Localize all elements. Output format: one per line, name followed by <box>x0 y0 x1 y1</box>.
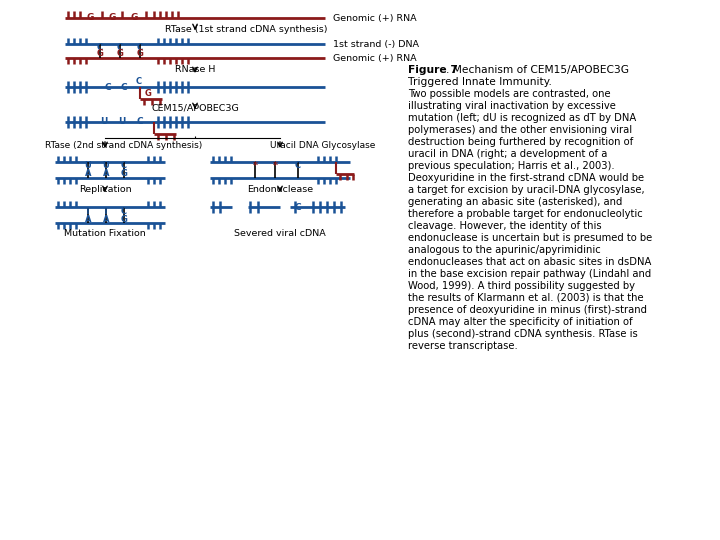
Text: U: U <box>118 118 126 126</box>
Text: RTase (1st strand cDNA synthesis): RTase (1st strand cDNA synthesis) <box>165 25 328 35</box>
Text: G: G <box>137 50 143 58</box>
Text: RNase H: RNase H <box>175 65 215 75</box>
Text: Deoxyuridine in the first-strand cDNA would be: Deoxyuridine in the first-strand cDNA wo… <box>408 173 644 183</box>
Text: G: G <box>108 12 116 22</box>
Text: previous speculation; Harris et al., 2003).: previous speculation; Harris et al., 200… <box>408 161 615 171</box>
Text: *: * <box>272 161 277 171</box>
Text: in the base excision repair pathway (Lindahl and: in the base excision repair pathway (Lin… <box>408 269 652 279</box>
Text: G: G <box>96 50 104 58</box>
Text: cDNA may alter the specificity of initiation of: cDNA may alter the specificity of initia… <box>408 317 633 327</box>
Text: Figure 7: Figure 7 <box>408 65 458 75</box>
Text: a target for excision by uracil-DNA glycosylase,: a target for excision by uracil-DNA glyc… <box>408 185 644 195</box>
Text: Severed viral cDNA: Severed viral cDNA <box>234 230 326 239</box>
Text: U: U <box>100 118 108 126</box>
Text: C: C <box>104 83 112 91</box>
Text: endonucleases that act on abasic sites in dsDNA: endonucleases that act on abasic sites i… <box>408 257 652 267</box>
Text: analogous to the apurinic/apyrimidinic: analogous to the apurinic/apyrimidinic <box>408 245 600 255</box>
Text: Replication: Replication <box>78 186 131 194</box>
Text: cleavage. However, the identity of this: cleavage. However, the identity of this <box>408 221 602 231</box>
Text: CEM15/APOBEC3G: CEM15/APOBEC3G <box>151 104 239 112</box>
Text: U: U <box>85 161 91 171</box>
Text: Uracil DNA Glycosylase: Uracil DNA Glycosylase <box>270 140 375 150</box>
Text: A: A <box>85 170 91 179</box>
Text: G: G <box>120 170 127 179</box>
Text: C: C <box>137 118 143 126</box>
Text: C: C <box>121 206 127 215</box>
Text: T: T <box>103 206 109 215</box>
Text: A: A <box>103 170 109 179</box>
Text: endonuclease is uncertain but is presumed to be: endonuclease is uncertain but is presume… <box>408 233 652 243</box>
Text: Wood, 1999). A third possibility suggested by: Wood, 1999). A third possibility suggest… <box>408 281 635 291</box>
Text: Mutation Fixation: Mutation Fixation <box>64 230 146 239</box>
Text: A: A <box>85 214 91 224</box>
Text: C: C <box>121 83 127 91</box>
Text: illustrating viral inactivation by excessive: illustrating viral inactivation by exces… <box>408 101 616 111</box>
Text: *: * <box>253 161 258 171</box>
Text: Endonuclease: Endonuclease <box>247 186 313 194</box>
Text: presence of deoxyuridine in minus (first)-strand: presence of deoxyuridine in minus (first… <box>408 305 647 315</box>
Text: Genomic (+) RNA: Genomic (+) RNA <box>333 14 417 23</box>
Text: G: G <box>145 90 151 98</box>
Text: C: C <box>295 161 301 171</box>
Text: C: C <box>294 202 301 212</box>
Text: C: C <box>117 44 123 52</box>
Text: polymerases) and the other envisioning viral: polymerases) and the other envisioning v… <box>408 125 632 135</box>
Text: . Mechanism of CEM15/APOBEC3G: . Mechanism of CEM15/APOBEC3G <box>446 65 629 75</box>
Text: C: C <box>97 44 103 52</box>
Text: 1st strand (-) DNA: 1st strand (-) DNA <box>333 39 419 49</box>
Text: generating an abasic site (asterisked), and: generating an abasic site (asterisked), … <box>408 197 622 207</box>
Text: plus (second)-strand cDNA synthesis. RTase is: plus (second)-strand cDNA synthesis. RTa… <box>408 329 638 339</box>
Text: C: C <box>137 44 143 52</box>
Text: therefore a probable target for endonucleolytic: therefore a probable target for endonucl… <box>408 209 643 219</box>
Text: G: G <box>86 12 94 22</box>
Text: C: C <box>136 78 142 86</box>
Text: G: G <box>130 12 138 22</box>
Text: mutation (left; dU is recognized as dT by DNA: mutation (left; dU is recognized as dT b… <box>408 113 636 123</box>
Text: C: C <box>121 161 127 171</box>
Text: the results of Klarmann et al. (2003) is that the: the results of Klarmann et al. (2003) is… <box>408 293 644 303</box>
Text: Genomic (+) RNA: Genomic (+) RNA <box>333 53 417 63</box>
Text: U: U <box>103 161 109 171</box>
Text: uracil in DNA (right; a development of a: uracil in DNA (right; a development of a <box>408 149 608 159</box>
Text: Two possible models are contrasted, one: Two possible models are contrasted, one <box>408 89 611 99</box>
Text: T: T <box>85 206 91 215</box>
Text: reverse transcriptase.: reverse transcriptase. <box>408 341 518 351</box>
Text: destruction being furthered by recognition of: destruction being furthered by recogniti… <box>408 137 634 147</box>
Text: G: G <box>117 50 123 58</box>
Text: A: A <box>103 214 109 224</box>
Text: RTase (2nd strand cDNA synthesis): RTase (2nd strand cDNA synthesis) <box>45 140 202 150</box>
Text: Triggered Innate Immunity.: Triggered Innate Immunity. <box>408 77 552 87</box>
Text: G: G <box>120 214 127 224</box>
